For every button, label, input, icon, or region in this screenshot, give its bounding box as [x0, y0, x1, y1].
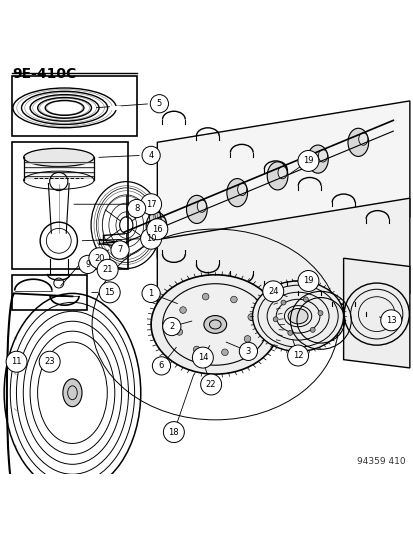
Circle shape: [380, 310, 401, 331]
Circle shape: [152, 357, 170, 375]
Circle shape: [142, 284, 160, 303]
Polygon shape: [157, 198, 409, 335]
Circle shape: [6, 351, 27, 372]
Circle shape: [287, 345, 308, 366]
Circle shape: [176, 329, 182, 335]
Ellipse shape: [347, 128, 368, 156]
Circle shape: [163, 422, 184, 442]
Circle shape: [99, 282, 120, 303]
Text: 94359 410: 94359 410: [356, 457, 405, 466]
Circle shape: [287, 330, 292, 335]
Text: 21: 21: [102, 265, 113, 274]
Text: 19: 19: [302, 156, 313, 165]
Text: 20: 20: [94, 254, 104, 263]
Ellipse shape: [203, 316, 226, 333]
Circle shape: [309, 327, 314, 332]
Ellipse shape: [318, 150, 327, 162]
Circle shape: [140, 228, 161, 249]
Text: 16: 16: [152, 225, 162, 234]
Ellipse shape: [277, 166, 286, 179]
Ellipse shape: [266, 162, 287, 190]
Circle shape: [192, 347, 213, 368]
Text: 9E-410C: 9E-410C: [12, 67, 76, 81]
Circle shape: [297, 271, 318, 292]
Circle shape: [303, 297, 308, 302]
Ellipse shape: [226, 179, 247, 207]
Circle shape: [78, 255, 97, 273]
Ellipse shape: [252, 281, 343, 351]
Text: 23: 23: [44, 357, 55, 366]
Text: 3: 3: [245, 347, 250, 356]
Circle shape: [221, 349, 228, 356]
Ellipse shape: [186, 195, 206, 223]
Circle shape: [239, 342, 257, 360]
Text: 7: 7: [117, 245, 122, 254]
Ellipse shape: [162, 284, 267, 365]
Ellipse shape: [24, 148, 94, 166]
Text: 24: 24: [267, 287, 278, 296]
Polygon shape: [157, 101, 409, 258]
Text: 18: 18: [168, 427, 179, 437]
Text: 4: 4: [148, 151, 153, 160]
Text: 9: 9: [85, 260, 90, 269]
Text: 1: 1: [148, 289, 153, 298]
Bar: [12, 76, 136, 136]
Circle shape: [297, 150, 318, 172]
Ellipse shape: [63, 379, 82, 407]
Circle shape: [162, 318, 180, 336]
Text: 5: 5: [157, 99, 161, 108]
Circle shape: [244, 336, 250, 342]
Circle shape: [89, 248, 109, 269]
Circle shape: [262, 281, 283, 302]
Circle shape: [273, 317, 278, 322]
Text: 17: 17: [145, 200, 156, 209]
Ellipse shape: [197, 200, 206, 212]
Ellipse shape: [307, 145, 328, 173]
Text: 10: 10: [145, 234, 156, 243]
Ellipse shape: [151, 275, 279, 374]
Circle shape: [317, 311, 322, 316]
Circle shape: [200, 374, 221, 395]
Text: 13: 13: [385, 316, 396, 325]
Text: 2: 2: [169, 322, 174, 331]
Circle shape: [193, 346, 199, 353]
Text: 22: 22: [205, 380, 216, 389]
Circle shape: [247, 314, 254, 320]
Circle shape: [280, 300, 285, 305]
Text: 11: 11: [11, 357, 22, 366]
Circle shape: [127, 199, 145, 217]
Ellipse shape: [237, 183, 246, 196]
Circle shape: [202, 293, 209, 300]
Circle shape: [142, 146, 160, 165]
Ellipse shape: [157, 216, 166, 229]
Ellipse shape: [146, 212, 166, 240]
Circle shape: [230, 296, 237, 303]
Text: 12: 12: [292, 351, 303, 360]
Ellipse shape: [358, 133, 367, 145]
Circle shape: [111, 241, 129, 259]
Text: 15: 15: [104, 288, 115, 297]
Circle shape: [97, 260, 118, 280]
Bar: [12, 275, 87, 310]
Polygon shape: [343, 258, 409, 368]
Text: 8: 8: [134, 204, 139, 213]
Text: 14: 14: [197, 353, 208, 362]
Bar: [12, 142, 128, 269]
Circle shape: [179, 306, 186, 313]
Circle shape: [140, 194, 161, 215]
Circle shape: [39, 351, 60, 372]
Circle shape: [150, 95, 168, 113]
Circle shape: [147, 219, 167, 240]
Text: 6: 6: [159, 361, 164, 370]
Ellipse shape: [287, 309, 307, 324]
Text: 19: 19: [302, 277, 313, 286]
